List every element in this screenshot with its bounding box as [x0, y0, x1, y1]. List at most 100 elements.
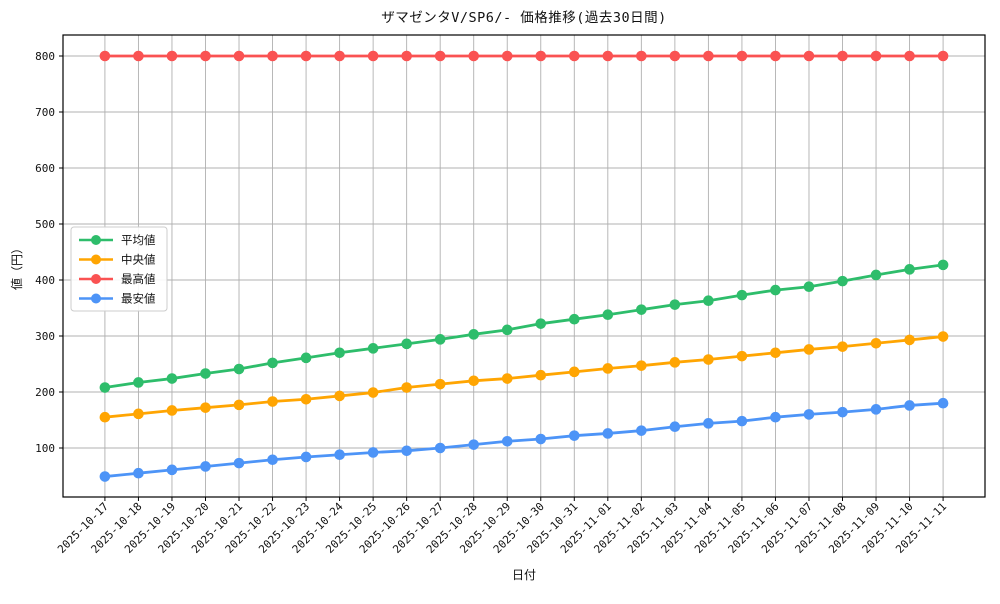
series-highest-point — [703, 50, 714, 62]
series-median-point — [166, 405, 178, 416]
series-lowest-point — [367, 447, 379, 458]
series-highest-point — [133, 50, 144, 62]
series-lowest-point — [636, 425, 647, 436]
series-median-point — [803, 344, 815, 355]
series-highest-point — [870, 50, 882, 62]
series-average-point — [636, 304, 647, 315]
series-lowest-point — [736, 415, 748, 427]
series-lowest-point — [568, 430, 580, 441]
series-highest-point — [602, 50, 614, 62]
legend-marker — [91, 274, 101, 284]
series-highest-point — [99, 50, 111, 62]
series-average-point — [937, 259, 949, 271]
series-average-point — [669, 299, 681, 310]
y-tick-label: 300 — [35, 330, 55, 343]
legend-item-median: 中央値 — [79, 253, 156, 267]
series-average-line — [104, 263, 944, 389]
series-lowest-point — [703, 418, 714, 429]
y-tick-label: 100 — [35, 442, 55, 455]
legend-item-highest: 最高値 — [79, 272, 156, 286]
series-median-point — [233, 399, 245, 411]
series-highest-point — [200, 50, 211, 62]
series-average-point — [300, 352, 312, 364]
series-lowest-point — [535, 433, 547, 445]
legend-label: 最高値 — [121, 272, 156, 286]
series-average-point — [837, 275, 848, 287]
series-average-point — [468, 329, 480, 340]
series-highest-point — [334, 50, 345, 62]
series-average-point — [501, 324, 513, 336]
series-lowest-point — [401, 445, 412, 457]
series-lowest-point — [434, 442, 446, 454]
series-lowest-point — [200, 461, 211, 472]
series-average-point — [870, 269, 882, 281]
series-highest-point — [535, 50, 547, 62]
series-lowest-point — [468, 439, 480, 450]
series-average-point — [334, 347, 345, 359]
axes-border — [62, 34, 986, 498]
legend-marker — [91, 235, 101, 245]
series-average-point — [367, 343, 379, 354]
series-lowest-point — [133, 467, 144, 479]
series-median-point — [770, 347, 781, 359]
legend-label: 中央値 — [121, 253, 156, 267]
y-tick-label: 800 — [35, 50, 55, 63]
series-lowest-point — [602, 428, 614, 439]
series-lowest-point — [300, 451, 312, 463]
series-median-point — [434, 378, 446, 390]
series-highest-point — [166, 50, 178, 62]
series-layer — [99, 50, 949, 482]
y-tick-label: 600 — [35, 162, 55, 175]
series-lowest-point — [669, 421, 681, 433]
series-highest-point — [501, 50, 513, 62]
series-average-point — [99, 382, 111, 393]
series-average-point — [401, 338, 412, 350]
series-average-point — [434, 334, 446, 345]
series-median-point — [937, 331, 949, 342]
series-average-point — [602, 309, 614, 321]
series-median-point — [200, 402, 211, 413]
legend-item-lowest: 最安値 — [79, 292, 156, 306]
series-average-point — [568, 313, 580, 325]
series-lowest-point — [99, 471, 111, 482]
series-average-point — [233, 363, 245, 375]
series-lowest-point — [803, 409, 815, 420]
legend-label: 最安値 — [121, 292, 156, 306]
series-median-point — [267, 396, 278, 407]
series-median-line — [104, 335, 944, 419]
y-tick-label: 200 — [35, 386, 55, 399]
series-median-point — [99, 411, 111, 423]
series-median-point — [904, 334, 915, 346]
y-axis-label: 値（円） — [9, 242, 24, 290]
series-average-point — [166, 373, 178, 384]
series-average-point — [267, 357, 278, 369]
series-highest-point — [937, 50, 949, 62]
series-median-point — [300, 393, 312, 405]
legend-label: 平均値 — [121, 233, 156, 247]
grid-layer — [63, 35, 985, 497]
series-median-point — [568, 366, 580, 378]
series-lowest-point — [501, 435, 513, 447]
series-highest-point — [904, 50, 915, 62]
series-median-point — [703, 354, 714, 365]
series-median-point — [669, 357, 681, 368]
series-highest-point — [736, 50, 748, 62]
series-lowest-point — [267, 454, 278, 466]
series-average-point — [736, 289, 748, 301]
series-median-point — [602, 363, 614, 374]
series-average-point — [133, 377, 144, 388]
series-highest-point — [233, 50, 245, 62]
series-highest-point — [837, 50, 848, 62]
series-highest-point — [367, 50, 379, 62]
series-highest-point — [401, 50, 412, 62]
series-median-point — [837, 341, 848, 352]
y-tick-label: 700 — [35, 106, 55, 119]
legend-marker — [91, 254, 101, 265]
series-median-point — [401, 382, 412, 393]
series-lowest-point — [334, 449, 345, 461]
series-lowest-point — [233, 457, 245, 469]
series-average-point — [770, 284, 781, 296]
